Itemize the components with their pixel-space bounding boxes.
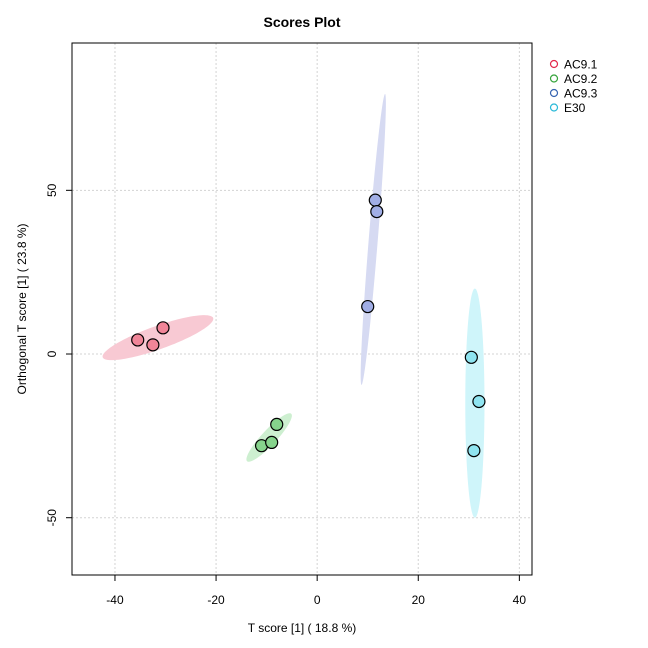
point-ac9-1 [146,338,160,352]
confidence-ellipses [102,93,485,518]
point-e30 [472,394,486,409]
x-tick-label: 0 [314,593,321,607]
legend-marker [549,88,559,98]
legend-label: AC9.3 [564,87,598,101]
y-axis-label: Orthogonal T score [1] ( 23.8 %) [15,224,29,395]
legend-marker [549,59,559,69]
point-ac9-1 [131,333,145,347]
x-tick-label: -40 [106,593,124,607]
point-ac9-2 [265,435,279,450]
chart-title: Scores Plot [263,14,340,30]
point-ac9-3 [368,193,382,207]
point-e30 [467,443,481,458]
legend-label: AC9.1 [564,58,598,72]
x-tick-label: 20 [412,593,426,607]
legend-label: AC9.2 [564,72,598,86]
y-tick-label: 0 [45,350,59,357]
grid-lines [72,43,532,575]
point-ac9-1 [156,321,170,335]
axes: -40 -20 0 20 40 -50 0 50 [45,183,526,607]
legend-marker [549,74,559,83]
point-e30 [464,350,478,364]
point-ac9-3 [370,205,384,219]
x-axis-label: T score [1] ( 18.8 %) [248,621,357,635]
point-ac9-3 [361,299,375,314]
data-points [131,193,486,458]
y-tick-label: -50 [45,509,59,527]
point-ac9-2 [270,417,284,432]
legend-label: E30 [564,101,586,115]
y-tick-label: 50 [45,183,59,197]
x-tick-label: 40 [513,593,527,607]
legend-marker [549,103,559,112]
plot-frame [71,42,533,576]
ellipse-ac9-3 [360,93,386,385]
x-tick-label: -20 [207,593,225,607]
ellipse-ac9-1 [102,315,214,361]
